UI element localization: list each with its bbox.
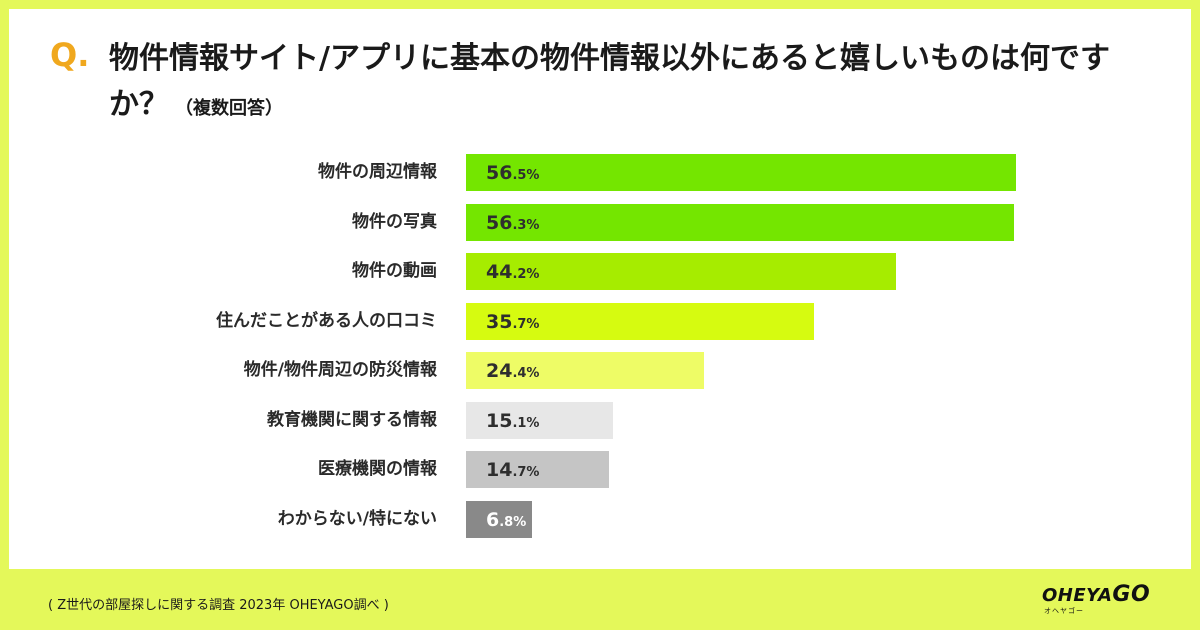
value-label: 15.1%	[486, 402, 539, 439]
value-label: 44.2%	[486, 253, 539, 290]
bar: 56.5%	[466, 154, 1016, 191]
bar: 56.3%	[466, 204, 1014, 241]
category-label: わからない/特にない	[17, 501, 437, 537]
value-label: 24.4%	[486, 352, 539, 389]
value-label: 14.7%	[486, 451, 539, 488]
bar: 15.1%	[466, 402, 613, 439]
bar: 24.4%	[466, 352, 704, 389]
logo-main-text: OHEYA	[1042, 585, 1112, 606]
category-label: 物件の写真	[17, 204, 437, 240]
bar: 44.2%	[466, 253, 896, 290]
category-label: 物件の動画	[17, 253, 437, 289]
bar: 35.7%	[466, 303, 814, 340]
chart-card: Q. 物件情報サイト/アプリに基本の物件情報以外にあると嬉しいものは何ですか？（…	[9, 9, 1191, 569]
value-label: 56.3%	[486, 204, 539, 241]
category-label: 住んだことがある人の口コミ	[17, 303, 437, 339]
bar-chart: 物件の周辺情報 56.5% 物件の写真 56.3% 物件の動画 44.2% 住んだことがある…	[9, 9, 1191, 569]
category-label: 物件の周辺情報	[17, 154, 437, 190]
bar: 14.7%	[466, 451, 609, 488]
value-label: 6.8%	[486, 501, 526, 538]
bar: 6.8%	[466, 501, 532, 538]
logo-wordmark: OHEYAGO	[1042, 582, 1150, 607]
oheyago-logo: OHEYAGO オヘヤゴー	[1042, 582, 1152, 618]
source-note: ( Z世代の部屋探しに関する調査 2023年 OHEYAGO調べ )	[48, 594, 389, 613]
category-label: 教育機関に関する情報	[17, 402, 437, 438]
logo-go-text: GO	[1112, 582, 1150, 607]
category-label: 物件/物件周辺の防災情報	[17, 352, 437, 388]
category-label: 医療機関の情報	[17, 451, 437, 487]
value-label: 56.5%	[486, 154, 539, 191]
logo-kana: オヘヤゴー	[1044, 606, 1084, 616]
value-label: 35.7%	[486, 303, 539, 340]
